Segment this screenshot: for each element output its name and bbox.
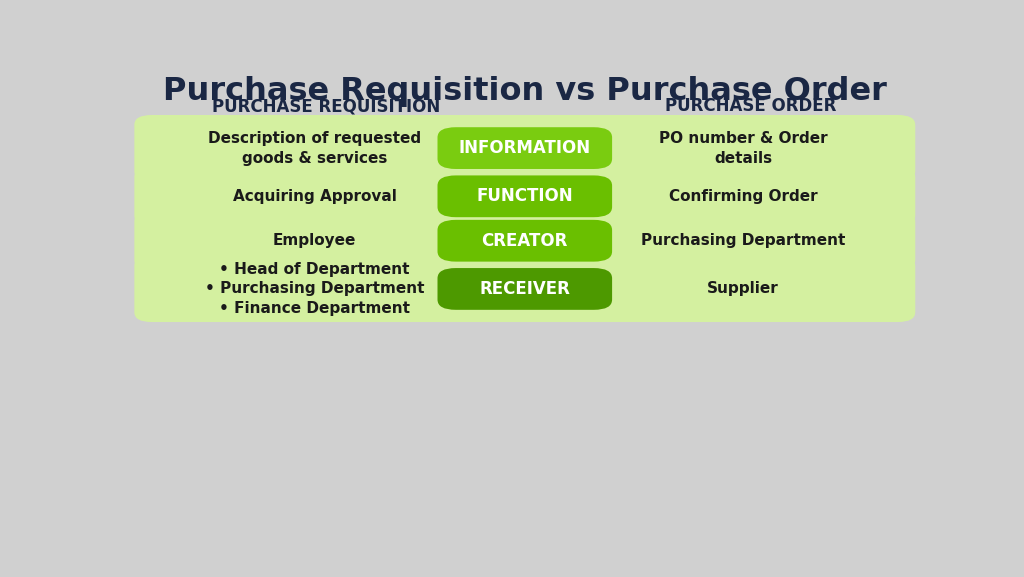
Text: Description of requested
goods & services: Description of requested goods & service… — [208, 131, 421, 166]
Text: RECEIVER: RECEIVER — [479, 280, 570, 298]
Text: PO number & Order
details: PO number & Order details — [658, 131, 827, 166]
Text: Confirming Order: Confirming Order — [669, 189, 817, 204]
Text: Purchasing Department: Purchasing Department — [641, 233, 845, 248]
Text: Purchase Requisition vs Purchase Order: Purchase Requisition vs Purchase Order — [163, 76, 887, 107]
Text: CREATOR: CREATOR — [481, 232, 568, 250]
Text: Acquiring Approval: Acquiring Approval — [232, 189, 396, 204]
FancyBboxPatch shape — [437, 175, 612, 217]
FancyBboxPatch shape — [437, 268, 612, 310]
FancyBboxPatch shape — [437, 220, 612, 261]
Text: INFORMATION: INFORMATION — [459, 139, 591, 157]
FancyBboxPatch shape — [134, 256, 915, 322]
Text: Supplier: Supplier — [708, 282, 779, 297]
FancyBboxPatch shape — [134, 211, 915, 270]
FancyBboxPatch shape — [437, 127, 612, 169]
Text: FUNCTION: FUNCTION — [476, 188, 573, 205]
Text: PURCHASE ORDER: PURCHASE ORDER — [666, 97, 837, 115]
Text: Employee: Employee — [272, 233, 356, 248]
FancyBboxPatch shape — [134, 167, 915, 226]
FancyBboxPatch shape — [134, 115, 915, 181]
Text: PURCHASE REQUISITION: PURCHASE REQUISITION — [212, 97, 440, 115]
Text: • Head of Department
• Purchasing Department
• Finance Department: • Head of Department • Purchasing Depart… — [205, 261, 424, 316]
